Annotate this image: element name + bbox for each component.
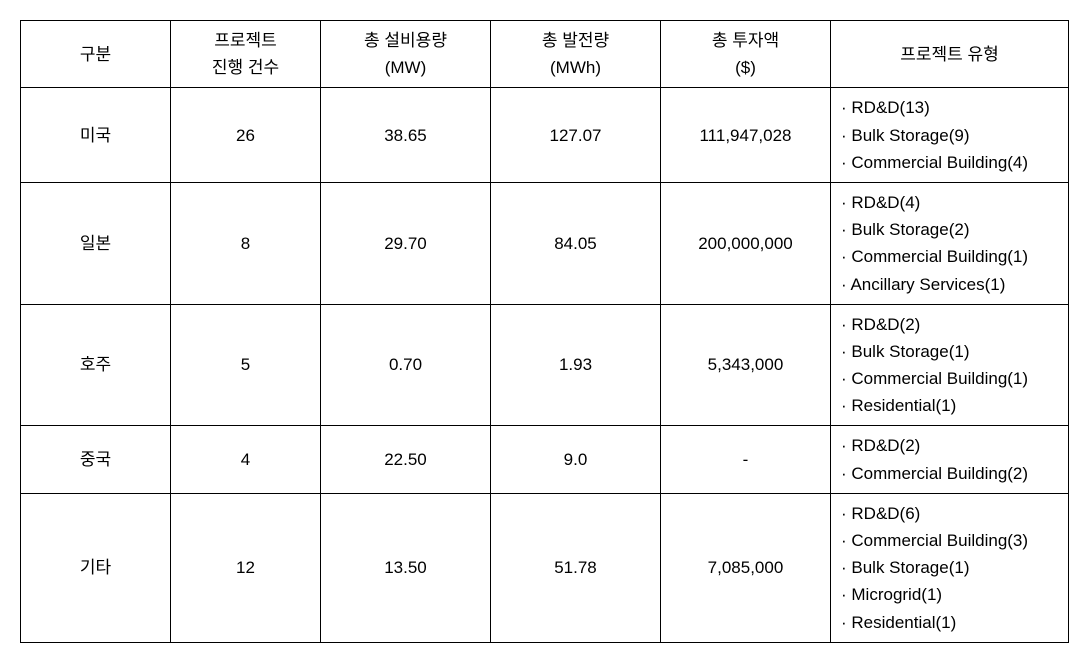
header-label: 구분 bbox=[80, 45, 111, 64]
header-label: 프로젝트 유형 bbox=[900, 45, 999, 64]
cell-generation: 51.78 bbox=[491, 493, 661, 642]
table-body: 미국2638.65127.07111,947,028· RD&D(13)· Bu… bbox=[21, 88, 1069, 642]
type-item: · RD&D(4) bbox=[841, 189, 1060, 216]
cell-count: 26 bbox=[171, 88, 321, 183]
cell-investment: 5,343,000 bbox=[661, 304, 831, 426]
cell-generation: 127.07 bbox=[491, 88, 661, 183]
col-header-capacity: 총 설비용량 (MW) bbox=[321, 21, 491, 88]
table-row: 일본829.7084.05200,000,000· RD&D(4)· Bulk … bbox=[21, 182, 1069, 304]
cell-investment: 200,000,000 bbox=[661, 182, 831, 304]
cell-generation: 1.93 bbox=[491, 304, 661, 426]
cell-country: 미국 bbox=[21, 88, 171, 183]
type-item: · Commercial Building(2) bbox=[841, 460, 1060, 487]
type-item: · Commercial Building(3) bbox=[841, 527, 1060, 554]
header-sub: ($) bbox=[735, 58, 756, 77]
col-header-count: 프로젝트 진행 건수 bbox=[171, 21, 321, 88]
type-item: · Commercial Building(1) bbox=[841, 243, 1060, 270]
header-label: 총 설비용량 bbox=[364, 31, 447, 50]
cell-investment: 7,085,000 bbox=[661, 493, 831, 642]
header-sub: 진행 건수 bbox=[212, 58, 279, 77]
type-item: · Residential(1) bbox=[841, 392, 1060, 419]
type-item: · RD&D(2) bbox=[841, 311, 1060, 338]
header-sub: (MWh) bbox=[550, 58, 601, 77]
cell-country: 중국 bbox=[21, 426, 171, 493]
table-row: 호주50.701.935,343,000· RD&D(2)· Bulk Stor… bbox=[21, 304, 1069, 426]
col-header-generation: 총 발전량 (MWh) bbox=[491, 21, 661, 88]
cell-capacity: 29.70 bbox=[321, 182, 491, 304]
type-item: · Commercial Building(1) bbox=[841, 365, 1060, 392]
type-item: · Bulk Storage(1) bbox=[841, 554, 1060, 581]
cell-count: 5 bbox=[171, 304, 321, 426]
col-header-category: 구분 bbox=[21, 21, 171, 88]
table-row: 미국2638.65127.07111,947,028· RD&D(13)· Bu… bbox=[21, 88, 1069, 183]
data-table: 구분 프로젝트 진행 건수 총 설비용량 (MW) 총 발전량 (MWh) 총 … bbox=[20, 20, 1069, 643]
cell-count: 12 bbox=[171, 493, 321, 642]
cell-count: 8 bbox=[171, 182, 321, 304]
type-item: · Bulk Storage(1) bbox=[841, 338, 1060, 365]
type-item: · Residential(1) bbox=[841, 609, 1060, 636]
cell-types: · RD&D(4)· Bulk Storage(2)· Commercial B… bbox=[831, 182, 1069, 304]
cell-count: 4 bbox=[171, 426, 321, 493]
cell-country: 호주 bbox=[21, 304, 171, 426]
cell-types: · RD&D(2)· Bulk Storage(1)· Commercial B… bbox=[831, 304, 1069, 426]
cell-types: · RD&D(2)· Commercial Building(2) bbox=[831, 426, 1069, 493]
type-item: · RD&D(13) bbox=[841, 94, 1060, 121]
cell-types: · RD&D(13)· Bulk Storage(9)· Commercial … bbox=[831, 88, 1069, 183]
table-row: 중국422.509.0-· RD&D(2)· Commercial Buildi… bbox=[21, 426, 1069, 493]
type-item: · RD&D(2) bbox=[841, 432, 1060, 459]
cell-capacity: 22.50 bbox=[321, 426, 491, 493]
type-item: · Ancillary Services(1) bbox=[841, 271, 1060, 298]
cell-capacity: 13.50 bbox=[321, 493, 491, 642]
type-item: · Microgrid(1) bbox=[841, 581, 1060, 608]
col-header-types: 프로젝트 유형 bbox=[831, 21, 1069, 88]
table-row: 기타1213.5051.787,085,000· RD&D(6)· Commer… bbox=[21, 493, 1069, 642]
header-label: 프로젝트 bbox=[214, 31, 277, 50]
cell-country: 일본 bbox=[21, 182, 171, 304]
cell-types: · RD&D(6)· Commercial Building(3)· Bulk … bbox=[831, 493, 1069, 642]
header-label: 총 투자액 bbox=[712, 31, 779, 50]
cell-investment: 111,947,028 bbox=[661, 88, 831, 183]
cell-country: 기타 bbox=[21, 493, 171, 642]
type-item: · RD&D(6) bbox=[841, 500, 1060, 527]
header-label: 총 발전량 bbox=[542, 31, 609, 50]
col-header-investment: 총 투자액 ($) bbox=[661, 21, 831, 88]
header-sub: (MW) bbox=[385, 58, 427, 77]
cell-generation: 84.05 bbox=[491, 182, 661, 304]
cell-capacity: 0.70 bbox=[321, 304, 491, 426]
type-item: · Commercial Building(4) bbox=[841, 149, 1060, 176]
type-item: · Bulk Storage(2) bbox=[841, 216, 1060, 243]
cell-investment: - bbox=[661, 426, 831, 493]
header-row: 구분 프로젝트 진행 건수 총 설비용량 (MW) 총 발전량 (MWh) 총 … bbox=[21, 21, 1069, 88]
type-item: · Bulk Storage(9) bbox=[841, 122, 1060, 149]
cell-generation: 9.0 bbox=[491, 426, 661, 493]
cell-capacity: 38.65 bbox=[321, 88, 491, 183]
